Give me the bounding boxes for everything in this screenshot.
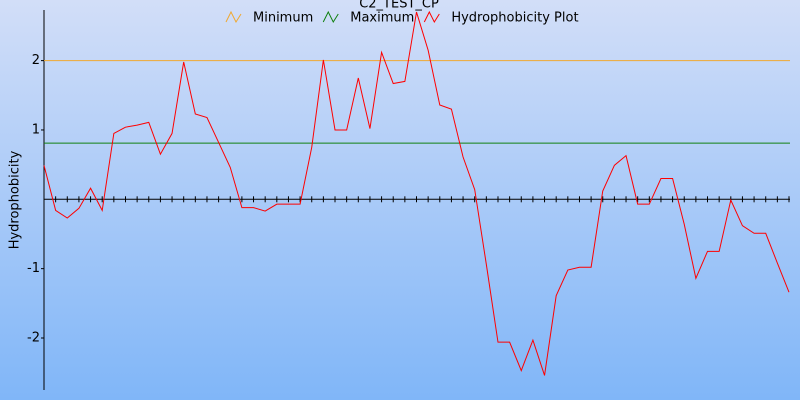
legend-label: Hydrophobicity Plot [451,11,578,26]
legend-label: Maximum [350,11,414,26]
y-tick-label: -1 [27,261,40,276]
legend-icon [423,10,440,24]
data-line [43,11,790,376]
y-tick-label: 1 [32,122,40,137]
legend-label: Minimum [253,11,313,26]
y-tick-label: 2 [32,53,40,68]
y-axis-label: Hydrophobicity [8,150,23,249]
legend-icon [225,10,242,24]
y-tick-label: -2 [27,330,40,345]
legend-icon [322,10,339,24]
chart-title: C2_TEST_CP [359,0,439,12]
